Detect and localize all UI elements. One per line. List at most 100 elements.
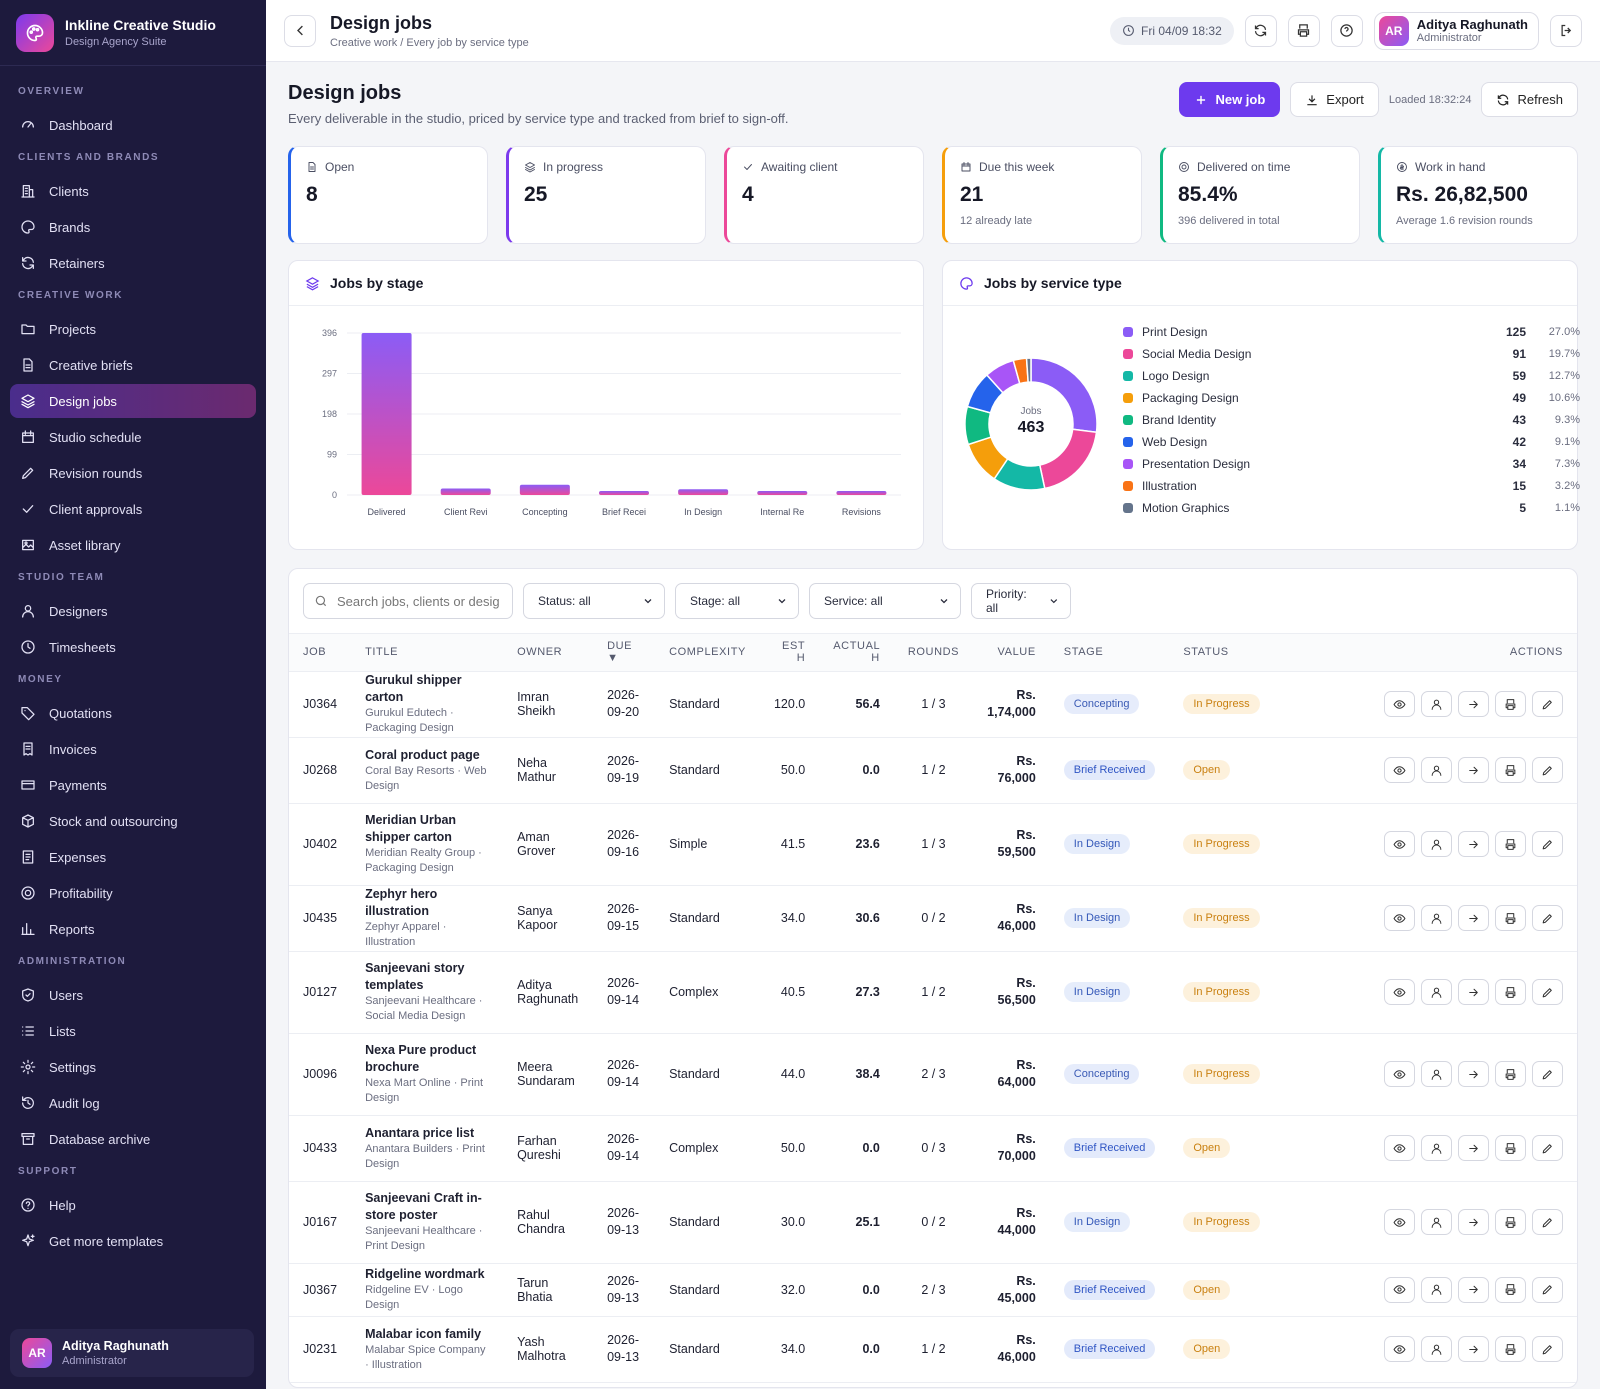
donut-slice-social-media-design[interactable] [1038,428,1098,490]
sidebar-item-reports[interactable]: Reports [10,912,256,946]
edit-button[interactable] [1532,1276,1563,1303]
sync-button[interactable] [1244,14,1277,47]
table-row[interactable]: J0367 Ridgeline wordmark Ridgeline EV · L… [289,1263,1577,1317]
sidebar-item-invoices[interactable]: Invoices [10,732,256,766]
advance-button[interactable] [1458,757,1489,783]
assign-button[interactable] [1421,1276,1452,1303]
assign-button[interactable] [1421,979,1452,1005]
sidebar-item-retainers[interactable]: Retainers [10,246,256,280]
column-header-job[interactable]: JOB [289,634,352,672]
advance-button[interactable] [1458,1276,1489,1303]
job-title-cell[interactable]: Gurukul shipper carton Gurukul Edutech · … [351,671,504,738]
priority-filter[interactable]: Priority: all [971,583,1071,619]
column-header-value[interactable]: VALUE [973,634,1050,672]
sidebar-item-payments[interactable]: Payments [10,768,256,802]
column-header-rounds[interactable]: ROUNDS [893,634,974,672]
sidebar-item-creative-briefs[interactable]: Creative briefs [10,348,256,382]
assign-button[interactable] [1421,757,1452,783]
service-filter[interactable]: Service: all [809,583,961,619]
job-title-cell[interactable]: Ridgeline wordmark Ridgeline EV · Logo De… [351,1263,504,1317]
sidebar-user-card[interactable]: AR Aditya Raghunath Administrator [10,1329,254,1377]
print-job-button[interactable] [1495,1061,1526,1087]
logout-button[interactable] [1550,14,1582,47]
job-title-cell[interactable]: Anantara price list Anantara Builders · P… [351,1115,504,1182]
job-title-cell[interactable]: Sanjeevani Craft in-store poster Sanjeeva… [351,1181,504,1264]
sidebar-item-quotations[interactable]: Quotations [10,696,256,730]
bar-concepting[interactable] [519,484,570,495]
table-row[interactable]: J0096 Nexa Pure product brochure Nexa Mar… [289,1033,1577,1116]
column-header-complexity[interactable]: COMPLEXITY [655,634,760,672]
print-job-button[interactable] [1495,1276,1526,1303]
table-row[interactable]: J0167 Sanjeevani Craft in-store poster Sa… [289,1181,1577,1264]
assign-button[interactable] [1421,1135,1452,1161]
advance-button[interactable] [1458,1209,1489,1235]
print-job-button[interactable] [1495,979,1526,1005]
assign-button[interactable] [1421,1061,1452,1087]
view-button[interactable] [1384,831,1415,857]
back-button[interactable] [284,14,316,47]
print-job-button[interactable] [1495,757,1526,783]
print-job-button[interactable] [1495,1336,1526,1362]
advance-button[interactable] [1458,691,1489,717]
column-header-actions[interactable]: ACTIONS [1299,634,1577,672]
sidebar-item-stock-and-outsourcing[interactable]: Stock and outsourcing [10,804,256,838]
sidebar-item-users[interactable]: Users [10,978,256,1012]
assign-button[interactable] [1421,1336,1452,1362]
sidebar-item-dashboard[interactable]: Dashboard [10,108,256,142]
donut-slice-motion-graphics[interactable] [1025,357,1032,383]
print-job-button[interactable] [1495,905,1526,931]
edit-button[interactable] [1532,691,1563,717]
view-button[interactable] [1384,1276,1415,1303]
sidebar-item-designers[interactable]: Designers [10,594,256,628]
sidebar-item-projects[interactable]: Projects [10,312,256,346]
print-job-button[interactable] [1495,831,1526,857]
export-button[interactable]: Export [1290,82,1379,117]
sidebar-item-database-archive[interactable]: Database archive [10,1122,256,1156]
advance-button[interactable] [1458,1336,1489,1362]
sidebar-item-timesheets[interactable]: Timesheets [10,630,256,664]
bar-client-revi[interactable] [440,488,491,495]
assign-button[interactable] [1421,905,1452,931]
view-button[interactable] [1384,691,1415,717]
column-header-status[interactable]: STATUS [1169,634,1300,672]
job-title-cell[interactable]: Nexa Pure product brochure Nexa Mart Onli… [351,1033,504,1116]
job-title-cell[interactable]: Meridian Urban shipper carton Meridian Re… [351,803,504,886]
table-row[interactable]: J0127 Sanjeevani story templates Sanjeeva… [289,951,1577,1034]
advance-button[interactable] [1458,905,1489,931]
column-header-est-h[interactable]: EST H [759,634,820,672]
edit-button[interactable] [1532,979,1563,1005]
bar-delivered[interactable] [361,333,412,495]
table-row[interactable]: J0268 Coral product page Coral Bay Resort… [289,737,1577,804]
view-button[interactable] [1384,1336,1415,1362]
refresh-button[interactable]: Refresh [1481,82,1578,117]
job-title-cell[interactable]: Sanjeevani story templates Sanjeevani Hea… [351,951,504,1034]
edit-button[interactable] [1532,1209,1563,1235]
sidebar-item-expenses[interactable]: Expenses [10,840,256,874]
column-header-actual-h[interactable]: ACTUAL H [819,634,894,672]
view-button[interactable] [1384,1135,1415,1161]
bar-in-design[interactable] [678,489,729,495]
column-header-owner[interactable]: OWNER [503,634,594,672]
print-button[interactable] [1287,14,1320,47]
sidebar-item-lists[interactable]: Lists [10,1014,256,1048]
view-button[interactable] [1384,979,1415,1005]
search-input[interactable]: Search jobs, clients or desig [303,583,513,619]
edit-button[interactable] [1532,757,1563,783]
status-filter[interactable]: Status: all [523,583,665,619]
bar-brief-recei[interactable] [599,491,649,495]
edit-button[interactable] [1532,1061,1563,1087]
sidebar-item-revision-rounds[interactable]: Revision rounds [10,456,256,490]
job-title-cell[interactable]: Malabar icon family Malabar Spice Company… [351,1316,504,1383]
table-row[interactable]: J0402 Meridian Urban shipper carton Merid… [289,803,1577,886]
bar-internal-re[interactable] [757,491,808,495]
edit-button[interactable] [1532,1336,1563,1362]
job-title-cell[interactable]: Coral product page Coral Bay Resorts · We… [351,737,504,804]
bar-revisions[interactable] [836,491,887,495]
sidebar-item-asset-library[interactable]: Asset library [10,528,256,562]
advance-button[interactable] [1458,1135,1489,1161]
column-header-due[interactable]: DUE ▼ [593,634,656,672]
edit-button[interactable] [1532,905,1563,931]
sidebar-item-audit-log[interactable]: Audit log [10,1086,256,1120]
column-header-stage[interactable]: STAGE [1049,634,1170,672]
sidebar-item-clients[interactable]: Clients [10,174,256,208]
